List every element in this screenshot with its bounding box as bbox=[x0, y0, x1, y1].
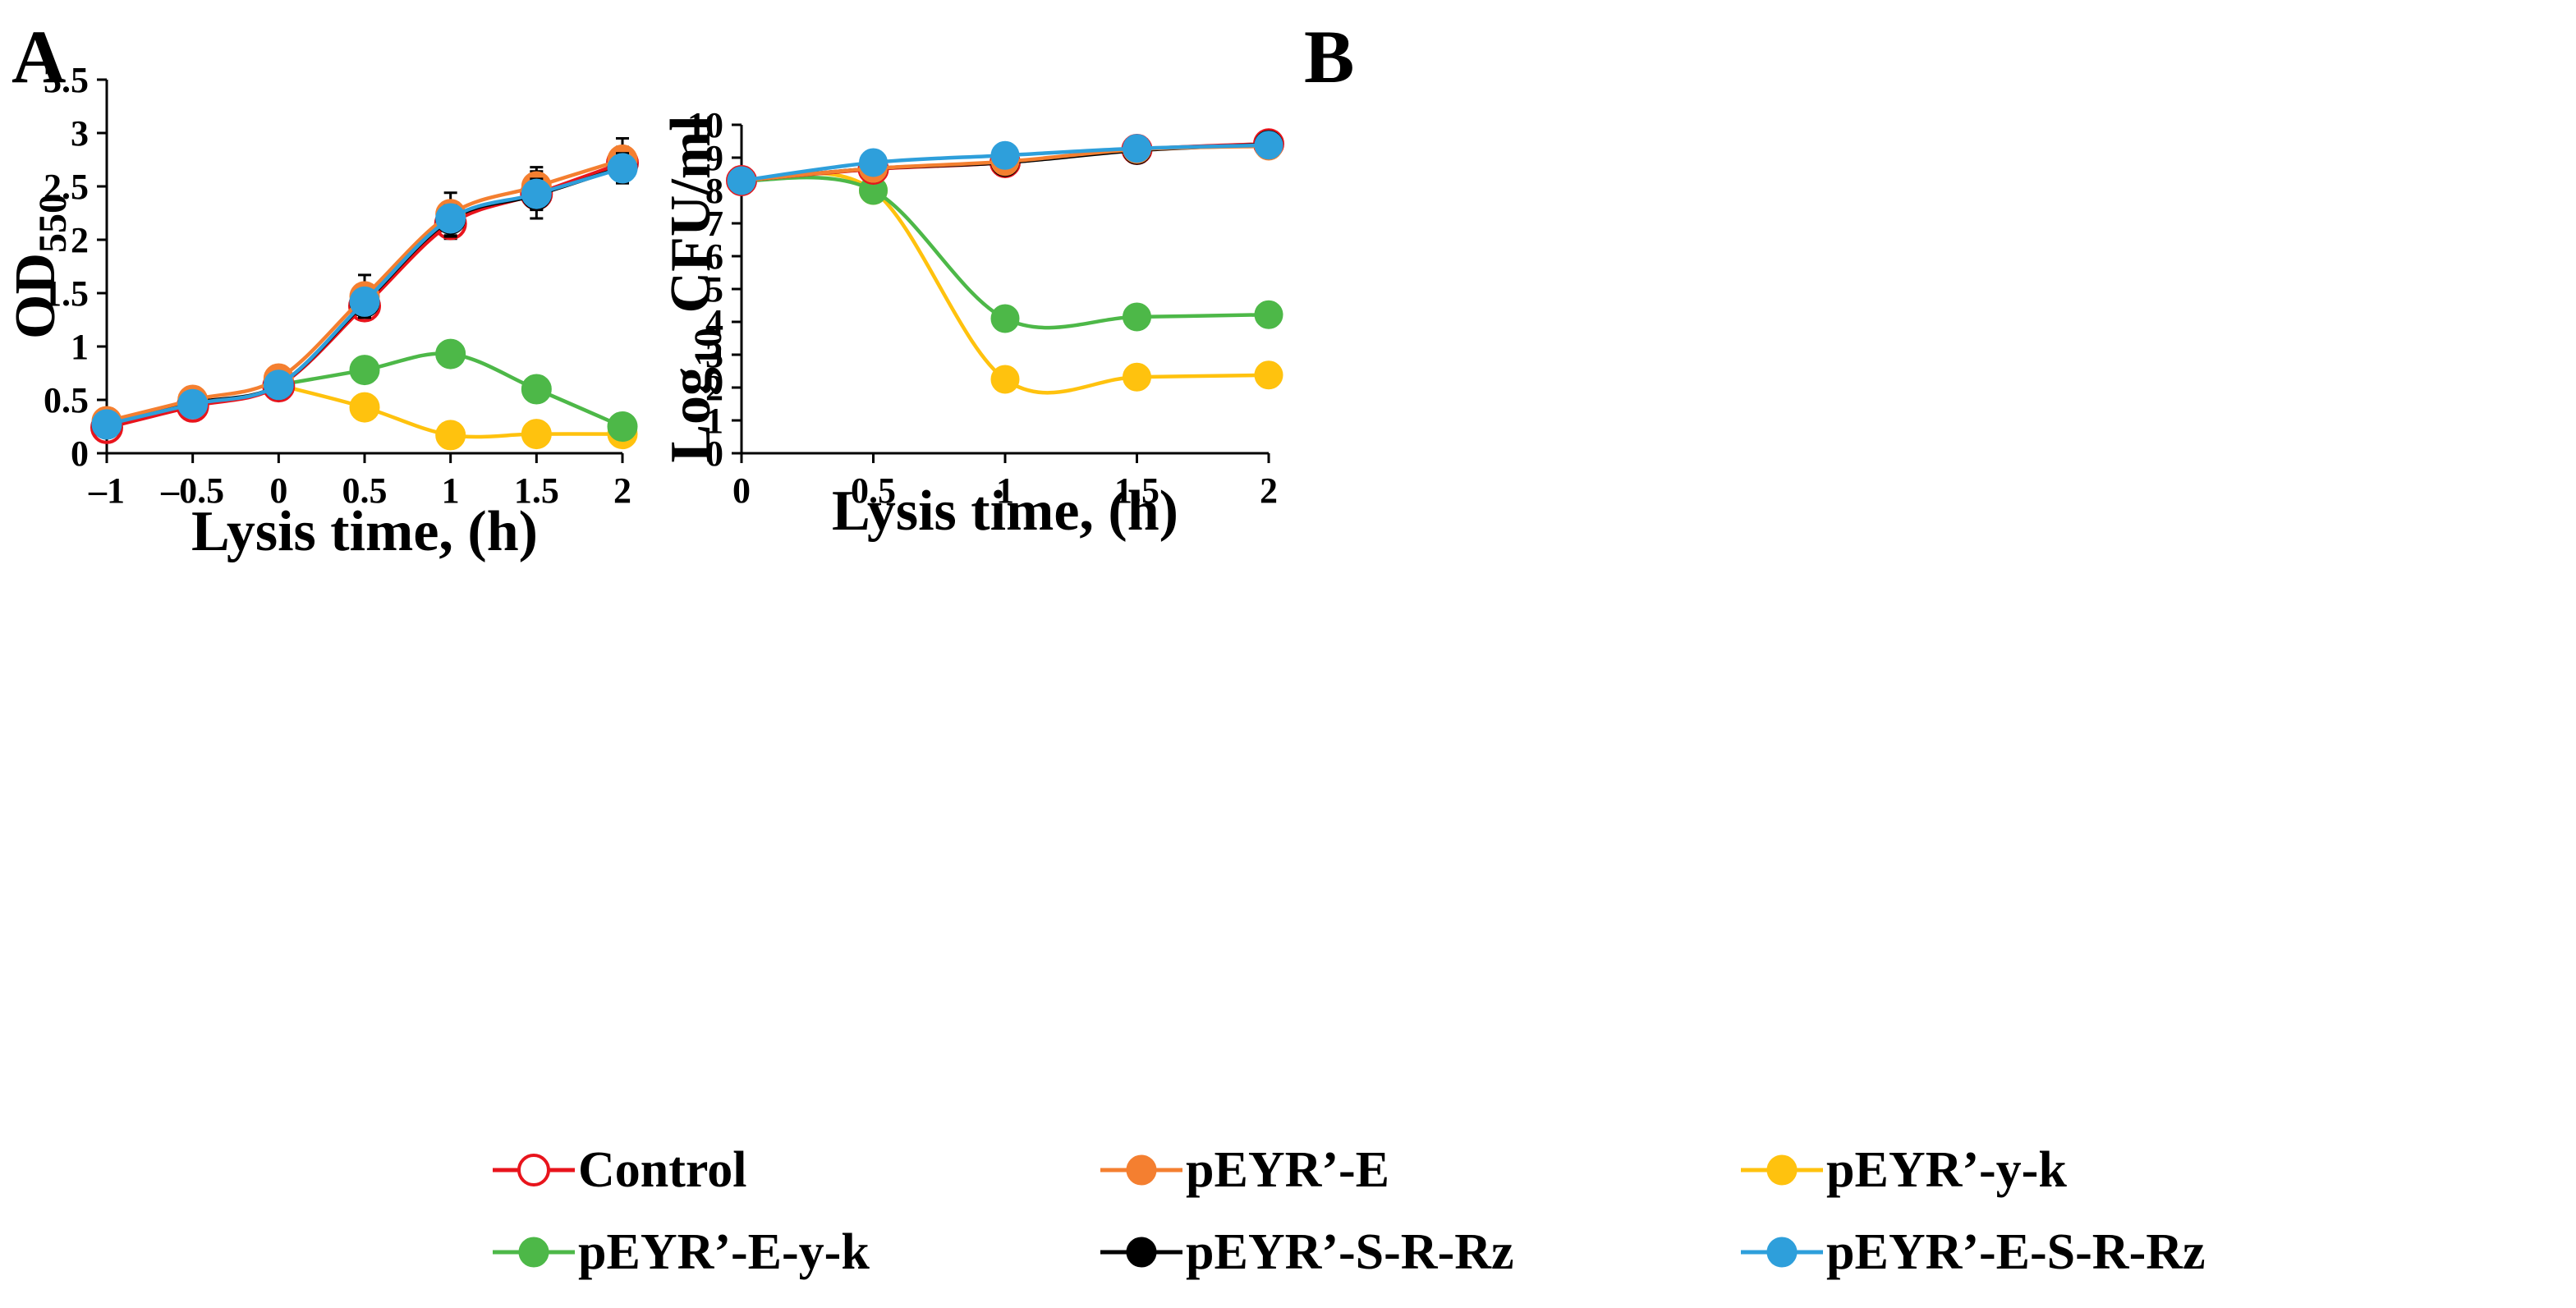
panel-a-point-peyr-e-s-r-rz bbox=[607, 153, 638, 184]
panel-b-point-peyr-e-y-k bbox=[1123, 302, 1151, 332]
panel-b-series-peyr-e-y-k bbox=[727, 166, 1283, 333]
panel-b-y-tick-label: 9 bbox=[705, 138, 723, 178]
legend-label: pEYR’-y-k bbox=[1826, 1142, 2067, 1198]
panel-a-series-peyr-e-y-k bbox=[263, 338, 638, 442]
panel-a-y-tick-label: 3 bbox=[71, 113, 89, 154]
legend-marker bbox=[1766, 1237, 1798, 1268]
panel-a-x-tick-label: 1.5 bbox=[514, 470, 559, 511]
panel-a-x-tick-label: –1 bbox=[88, 470, 125, 511]
panel-b-letter: B bbox=[1304, 15, 1354, 99]
panel-a-chart: 0 0.5 1 1.5 2 2.5 3 3.5 –1 –0.5 0 0.5 1 1.5 2 Lysis tim… bbox=[4, 60, 639, 563]
panel-a-y-tick-label: 0.5 bbox=[44, 380, 89, 420]
panel-b-point-peyr-e-s-r-rz bbox=[1254, 131, 1283, 160]
panel-a-y-axis-title: OD550 bbox=[4, 194, 75, 339]
panel-a-point-peyr-e-s-r-rz bbox=[91, 409, 122, 440]
panel-b-point-peyr-e-s-r-rz bbox=[859, 148, 888, 177]
panel-b-y-tick-label: 6 bbox=[705, 236, 723, 277]
panel-a-point-peyr-e-y-k bbox=[349, 355, 380, 386]
panel-a-y-tick-label: 1 bbox=[71, 327, 89, 367]
legend-item-peyr-e: pEYR’-E bbox=[1100, 1142, 1389, 1198]
panel-b-point-peyr-e-s-r-rz bbox=[1123, 134, 1151, 163]
panel-a-point-peyr-e-y-k bbox=[435, 338, 466, 369]
panel-a-x-tick-label: 2 bbox=[613, 470, 631, 511]
panel-b-y-tick-label: 2 bbox=[705, 368, 723, 408]
legend-marker bbox=[1766, 1154, 1798, 1186]
panel-a-x-axis-title: Lysis time, (h) bbox=[191, 500, 538, 563]
panel-a-y-tick-label: 3.5 bbox=[44, 60, 89, 100]
legend-marker bbox=[517, 1154, 550, 1186]
panel-a-point-peyr-e-s-r-rz bbox=[177, 388, 209, 420]
panel-b-point-peyr-e-y-k bbox=[990, 304, 1020, 333]
panel-b-x-tick-label: 1 bbox=[996, 470, 1014, 511]
panel-a-point-peyr-e-s-r-rz bbox=[521, 178, 552, 209]
panel-a-point-peyr-y-k bbox=[349, 392, 380, 423]
panel-b-point-peyr-y-k bbox=[990, 365, 1020, 394]
panel-b-y-tick-label: 5 bbox=[705, 269, 723, 310]
panel-a-x-tick-label: 0.5 bbox=[342, 470, 388, 511]
panel-a-point-peyr-y-k bbox=[521, 419, 552, 450]
panel-a-point-peyr-e-s-r-rz bbox=[349, 286, 380, 317]
panel-b-y-tick-label: 3 bbox=[705, 335, 723, 375]
panel-a-y-tick-label: 0 bbox=[71, 434, 89, 474]
legend-marker bbox=[1126, 1154, 1157, 1186]
panel-b-x-tick-label: 1.5 bbox=[1114, 470, 1159, 511]
panel-b-y-tick-label: 0 bbox=[705, 434, 723, 474]
panel-a-letter: A bbox=[11, 15, 66, 99]
panel-b-point-peyr-y-k bbox=[1254, 360, 1283, 390]
panel-b-line-peyr-y-k bbox=[741, 171, 1270, 395]
panel-a-point-peyr-e-y-k bbox=[521, 374, 552, 405]
panel-b-x-axis-title: Lysis time, (h) bbox=[832, 480, 1178, 543]
legend-label: pEYR’-S-R-Rz bbox=[1186, 1224, 1514, 1280]
legend-label: pEYR’-E-S-R-Rz bbox=[1826, 1224, 2206, 1280]
legend-item-peyr-e-s-r-rz: pEYR’-E-S-R-Rz bbox=[1741, 1224, 2206, 1280]
panel-a-x-tick-label: 0 bbox=[269, 470, 287, 511]
legend-item-control: Control bbox=[493, 1142, 747, 1198]
panel-b-y-tick-label: 7 bbox=[705, 204, 723, 244]
panel-b-y-tick-label: 4 bbox=[705, 302, 723, 342]
panel-b-series-peyr-y-k bbox=[727, 166, 1283, 395]
panel-a-point-peyr-e-s-r-rz bbox=[435, 203, 466, 234]
panel-b-point-peyr-e-s-r-rz bbox=[990, 140, 1020, 170]
legend-marker bbox=[1126, 1237, 1157, 1268]
legend-item-peyr-e-y-k: pEYR’-E-y-k bbox=[493, 1224, 870, 1280]
panel-b-y-axis-title: Log10 CFU/ml bbox=[659, 115, 730, 462]
legend-item-peyr-y-k: pEYR’-y-k bbox=[1741, 1142, 2067, 1198]
legend-label: Control bbox=[578, 1142, 747, 1198]
legend-marker bbox=[518, 1237, 549, 1268]
panel-b-series-peyr-e-s-r-rz bbox=[727, 131, 1283, 195]
panel-a-y-tick-label: 2 bbox=[71, 220, 89, 260]
panel-a-point-peyr-e-y-k bbox=[607, 411, 638, 442]
panel-b-y-tick-label: 8 bbox=[705, 171, 723, 211]
panel-b-point-peyr-y-k bbox=[1123, 362, 1151, 392]
legend-label: pEYR’-E bbox=[1186, 1142, 1389, 1198]
legend-item-peyr-s-r-rz: pEYR’-S-R-Rz bbox=[1100, 1224, 1514, 1280]
panel-a-x-tick-label: 1 bbox=[442, 470, 460, 511]
panel-b-y-tick-label: 1 bbox=[705, 401, 723, 441]
panel-a-series-peyr-e-s-r-rz bbox=[91, 152, 638, 440]
legend-label: pEYR’-E-y-k bbox=[578, 1224, 870, 1280]
panel-a-point-peyr-y-k bbox=[435, 420, 466, 451]
panel-b-point-peyr-e-s-r-rz bbox=[727, 166, 756, 195]
panel-a-y-tick-label: 2.5 bbox=[44, 167, 89, 207]
panel-a-point-peyr-e-s-r-rz bbox=[263, 369, 294, 401]
panel-b-point-peyr-e-y-k bbox=[1254, 300, 1283, 329]
panel-b-x-tick-label: 0 bbox=[732, 470, 751, 511]
panel-b-y-tick-label: 10 bbox=[687, 105, 723, 145]
panel-b-x-tick-label: 0.5 bbox=[851, 470, 896, 511]
panel-a-y-tick-label: 1.5 bbox=[44, 273, 89, 314]
panel-a-x-tick-label: –0.5 bbox=[160, 470, 224, 511]
legend: Control pEYR’-E pEYR’-y-k pEYR’-E-y-k pEYR’-… bbox=[493, 1142, 2206, 1280]
panel-b-x-tick-label: 2 bbox=[1260, 470, 1278, 511]
